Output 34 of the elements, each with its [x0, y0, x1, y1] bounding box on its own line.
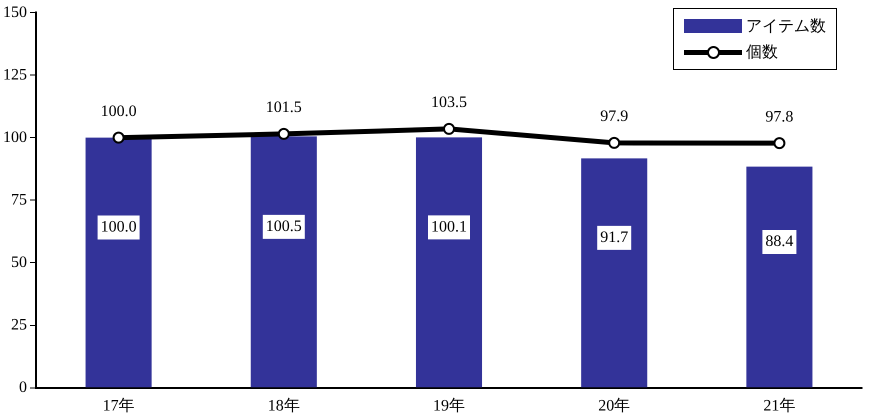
x-tick-label: 18年 [268, 398, 300, 415]
data-label: 100.0 [100, 102, 137, 120]
y-tick-label: 125 [3, 66, 27, 84]
x-tick-label: 20年 [598, 398, 630, 415]
legend-label: アイテム数 [746, 16, 826, 36]
bar [581, 158, 648, 388]
point [278, 128, 290, 140]
y-tick-label: 100 [3, 128, 27, 146]
y-tick-label: 75 [11, 191, 27, 208]
x-tick-label: 21年 [763, 398, 796, 415]
y-tick-label: 0 [19, 379, 27, 396]
x-tick-label: 19年 [433, 398, 465, 415]
y-tick-label: 25 [11, 316, 27, 334]
data-label: 101.5 [266, 99, 302, 116]
y-tick-label: 50 [11, 254, 27, 271]
data-label: 97.9 [600, 108, 628, 126]
legend-label: 個数 [746, 42, 778, 62]
bar [416, 137, 482, 388]
point [773, 137, 786, 150]
point [608, 136, 620, 149]
y-tick-label: 150 [3, 4, 27, 21]
bar [250, 136, 317, 388]
data-label: 100.1 [431, 218, 467, 236]
data-label: 97.8 [765, 108, 794, 126]
data-label: 100.5 [266, 218, 302, 236]
point [112, 132, 125, 144]
bar [86, 138, 152, 388]
bar [746, 166, 812, 388]
data-label: 88.4 [765, 233, 794, 250]
data-label: 103.5 [431, 94, 467, 112]
x-tick-label: 17年 [102, 398, 135, 415]
data-label: 91.7 [600, 229, 628, 246]
point [443, 122, 455, 135]
data-label: 100.0 [100, 218, 137, 236]
